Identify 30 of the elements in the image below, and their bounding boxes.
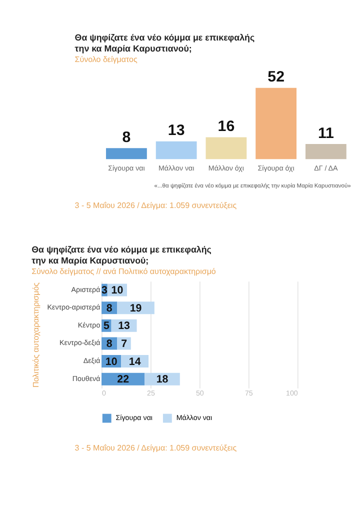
bar (206, 137, 247, 160)
data-label: 5 (103, 320, 110, 332)
data-label: 18 (156, 374, 168, 386)
data-label: 11 (318, 124, 334, 142)
data-label: 16 (218, 118, 235, 135)
data-label: 52 (268, 68, 284, 86)
data-label: 13 (118, 320, 130, 332)
data-label: 13 (168, 122, 185, 140)
bar (106, 148, 147, 160)
data-label: 8 (106, 338, 112, 350)
bar (117, 337, 131, 350)
data-label: 8 (122, 128, 131, 146)
bar (156, 141, 197, 160)
bar (256, 88, 297, 160)
data-label: 22 (117, 374, 130, 386)
data-label: 3 (101, 284, 108, 297)
chart-subtitle: Σύνολο δείγματος (74, 55, 138, 64)
data-label: 10 (105, 356, 118, 368)
data-label: 8 (106, 302, 112, 314)
data-label: 19 (130, 302, 142, 314)
data-label: 7 (121, 338, 128, 350)
data-label: 14 (128, 356, 141, 368)
y-axis-title: Πολιτικός αυτοχαρακτηρισμός (31, 282, 40, 388)
bar (305, 144, 346, 160)
chart-title: Θα ψηφίζατε ένα νέο κόμμα με επικεφαλής την κα Μαρία Καρυστιανού; (32, 244, 212, 266)
chart-title: Θα ψηφίζατε ένα νέο κόμμα με επικεφαλής την κα Μαρία Καρυστιανού; (74, 32, 255, 54)
text: 3 - 5 Μαΐου 2026 / Δείγμα: 1.059 συνεντεύξεις (74, 443, 237, 452)
chart-subtitle: Σύνολο δείγματος // ανά Πολιτικό αυτοχαρακτηρισμό (32, 267, 216, 276)
text: 3 - 5 Μαΐου 2026 / Δείγμα: 1.059 συνεντεύξεις (74, 201, 237, 210)
data-label: 10 (111, 284, 124, 297)
